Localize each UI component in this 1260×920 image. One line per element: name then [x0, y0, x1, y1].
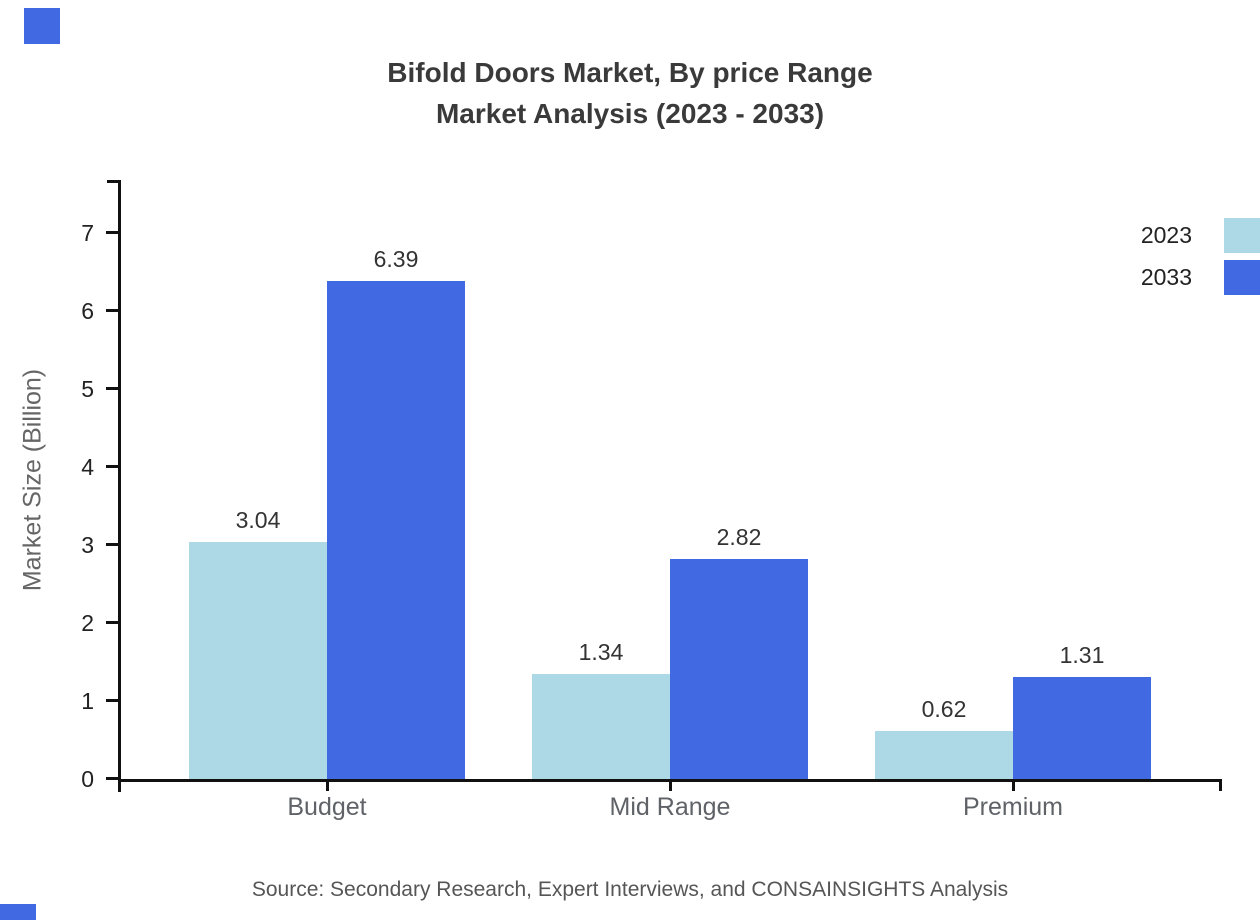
plot-area: 3.04 6.39 1.34 2.82 0.62 1.31 0 1 2 3 4 5 6 7	[81, 180, 1222, 792]
legend-item-2023: 2023	[1141, 218, 1260, 253]
category-label-premium: Premium	[962, 793, 1063, 821]
bar-value-label: 1.31	[1059, 642, 1105, 668]
category-label-budget: Budget	[287, 793, 367, 821]
legend-swatch-2033	[1224, 260, 1260, 295]
bar-value-label: 0.62	[921, 696, 967, 722]
bar-2033-budget	[327, 281, 465, 779]
y-axis-tick-label: 2	[81, 610, 94, 636]
brand-mark-bottom-left	[0, 904, 36, 920]
y-axis-tick-label: 0	[81, 766, 94, 792]
x-axis-line	[118, 779, 1222, 782]
y-axis-tick	[106, 465, 120, 468]
bar-2023-mid-range	[532, 674, 670, 779]
y-axis-tick-label: 5	[81, 376, 94, 402]
y-axis-tick-label: 1	[81, 688, 94, 714]
category-label-mid-range: Mid Range	[609, 793, 731, 821]
x-axis-tick	[326, 781, 329, 791]
chart-title-line2: Market Analysis (2023 - 2033)	[435, 98, 825, 129]
y-axis-tick	[106, 231, 120, 234]
y-axis-tick	[106, 699, 120, 702]
y-axis-tick	[106, 387, 120, 390]
legend-item-2033: 2033	[1141, 260, 1260, 295]
brand-mark-top-left	[24, 8, 60, 44]
chart-title: Bifold Doors Market, By price Range Mark…	[0, 52, 1260, 134]
bar-2033-premium	[1013, 677, 1151, 779]
x-axis-tick	[1012, 781, 1015, 791]
legend-swatch-2023	[1224, 218, 1260, 253]
bar-value-label: 6.39	[373, 246, 419, 272]
bar-2023-premium	[875, 731, 1013, 779]
x-axis-tick	[669, 781, 672, 791]
source-attribution: Source: Secondary Research, Expert Inter…	[251, 878, 1009, 901]
legend: 2023 2033	[1141, 218, 1260, 295]
bar-value-label: 1.34	[578, 639, 624, 665]
chart-title-line1: Bifold Doors Market, By price Range	[387, 57, 873, 88]
y-axis-tick-label: 6	[81, 298, 94, 324]
bar-value-label: 3.04	[235, 507, 281, 533]
y-axis-line	[118, 180, 121, 792]
y-axis-tick	[106, 621, 120, 624]
y-axis-tick	[106, 777, 120, 780]
bar-2023-budget	[189, 542, 327, 779]
y-axis-tick	[106, 543, 120, 546]
x-axis-end-cap	[1219, 779, 1222, 791]
legend-label-2033: 2033	[1140, 264, 1192, 290]
bar-2033-mid-range	[670, 559, 808, 779]
legend-label-2023: 2023	[1140, 222, 1192, 248]
y-axis-tick-label: 3	[81, 532, 94, 558]
y-axis-tick-label: 7	[81, 220, 94, 246]
bar-value-label: 2.82	[716, 524, 762, 550]
y-axis-tick	[106, 309, 120, 312]
y-axis-tick-label: 4	[81, 454, 94, 480]
y-axis-end-cap	[107, 180, 121, 183]
